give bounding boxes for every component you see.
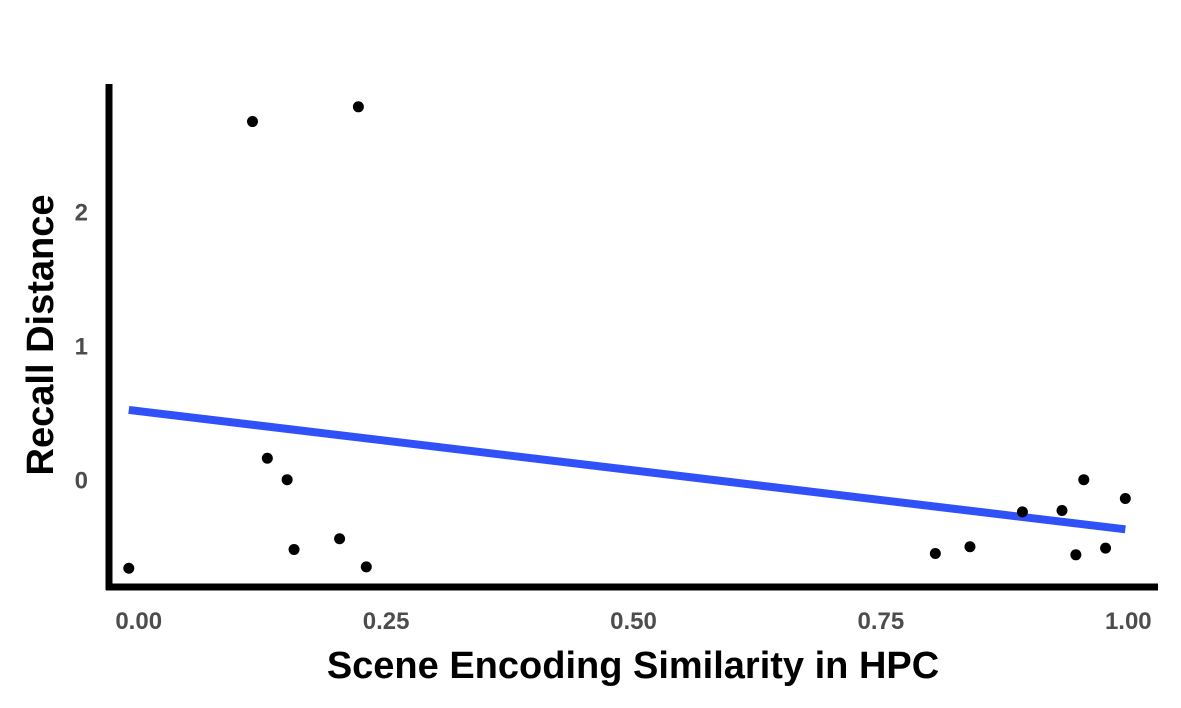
trend-line [128,405,1126,534]
y-tick-label: 1 [75,334,88,361]
data-point [123,562,135,574]
data-point [1078,474,1090,486]
data-point [288,543,300,555]
y-tick-label: 0 [75,468,88,495]
x-tick-label: 1.00 [1105,608,1152,635]
data-point [1100,542,1112,554]
data-point [352,101,364,113]
x-tick-label: 0.00 [115,608,162,635]
x-tick-labels: 0.00 0.25 0.50 0.75 1.00 [115,608,1151,635]
data-point [261,452,273,464]
y-tick-label: 2 [75,199,88,226]
data-point [929,547,941,559]
axes [105,84,1158,591]
data-point [360,561,372,573]
data-point [281,474,293,486]
y-axis-title: Recall Distance [20,195,62,476]
x-tick-label: 0.50 [610,608,657,635]
y-tick-labels: 0 1 2 [75,199,88,494]
data-point [1016,506,1028,518]
data-points [123,101,1131,574]
data-point [334,533,346,545]
data-point [1070,549,1082,561]
x-axis-title: Scene Encoding Similarity in HPC [327,645,939,687]
trend-line-group [128,405,1126,534]
data-point [964,541,976,553]
data-point [1119,492,1131,504]
data-point [246,116,258,128]
data-point [1056,505,1068,517]
x-tick-label: 0.25 [363,608,410,635]
x-tick-label: 0.75 [858,608,905,635]
